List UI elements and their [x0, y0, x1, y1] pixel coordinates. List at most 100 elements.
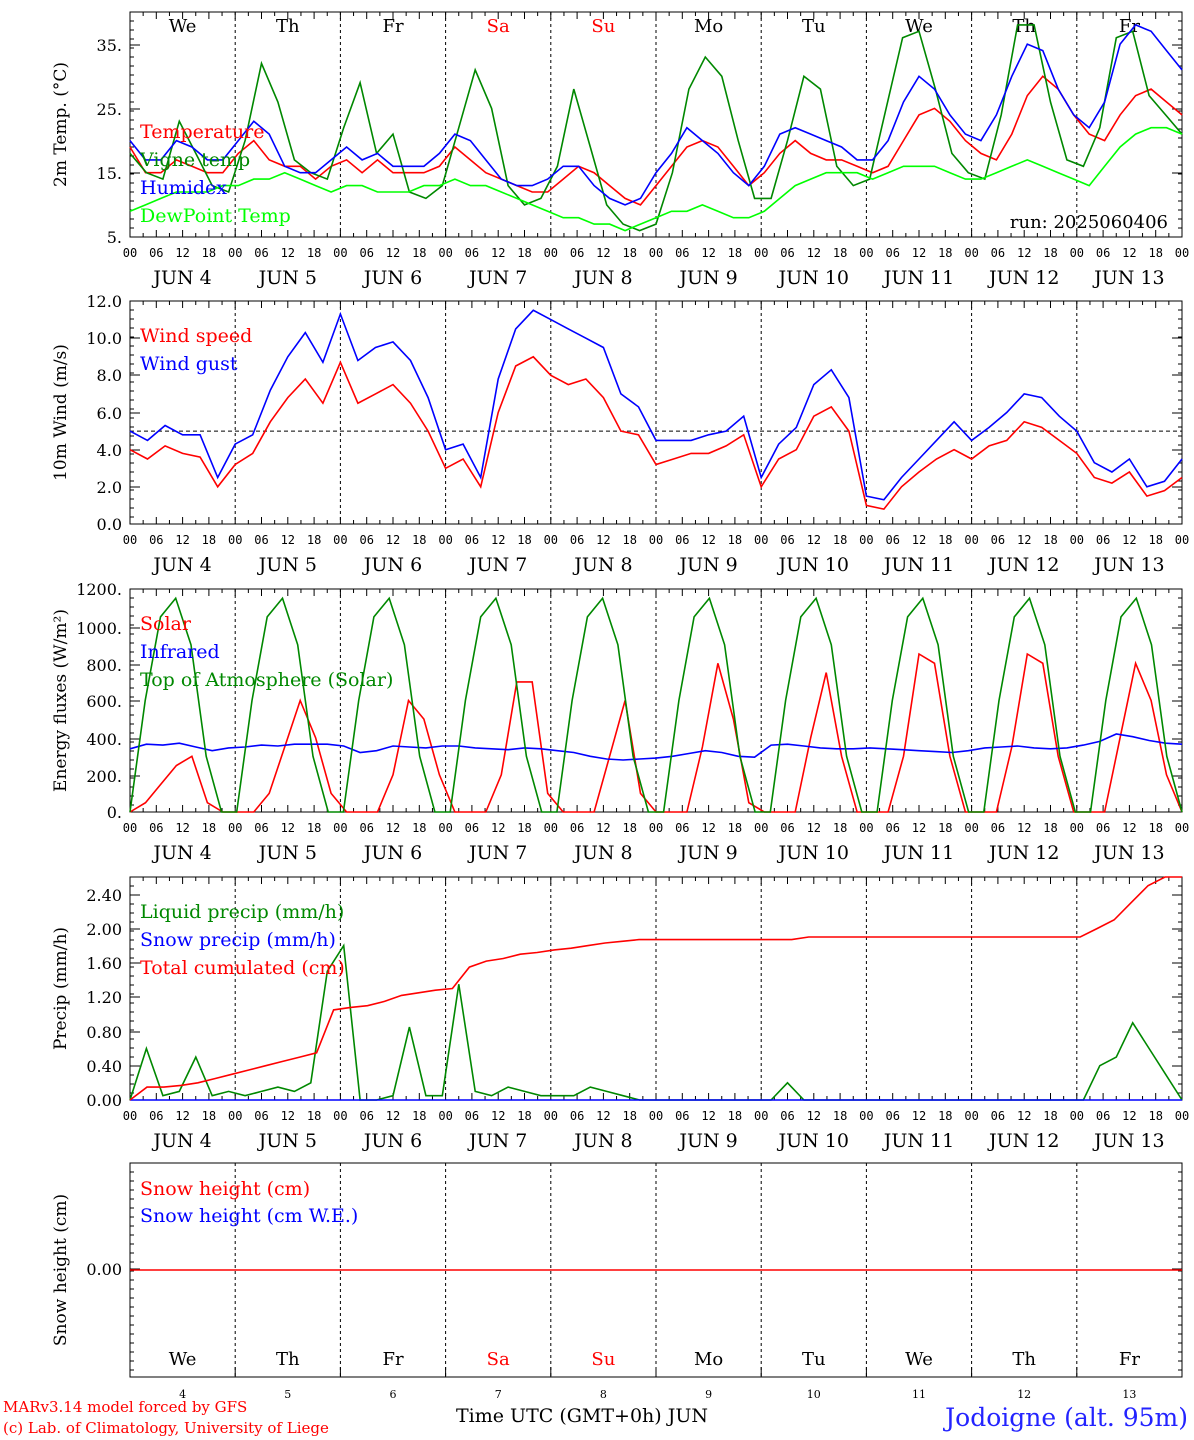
y-axis-label: Snow height (cm): [51, 1194, 71, 1346]
date-label: JUN 6: [362, 1130, 422, 1152]
hour-tick-label: 18: [1043, 821, 1057, 835]
hour-tick-label: 00: [333, 246, 347, 260]
hour-tick-label: 06: [991, 821, 1005, 835]
hour-tick-label: 06: [675, 1109, 689, 1123]
date-label: JUN 12: [987, 842, 1059, 864]
hour-tick-label: 00: [544, 821, 558, 835]
hour-tick-label: 06: [885, 821, 899, 835]
hour-tick-label: 18: [1043, 1109, 1057, 1123]
hour-tick-label: 18: [202, 1109, 216, 1123]
hour-tick-label: 18: [517, 821, 531, 835]
weekday-label: Fr: [382, 16, 403, 37]
hour-tick-label: 00: [438, 246, 452, 260]
hour-tick-label: 00: [754, 533, 768, 547]
legend-entry: Wind speed: [140, 325, 252, 347]
hour-tick-label: 06: [570, 821, 584, 835]
day-number-label: 8: [600, 1388, 607, 1401]
legend-entry: Infrared: [140, 641, 220, 663]
hour-tick-label: 18: [517, 533, 531, 547]
y-tick-label: 6.0: [97, 404, 122, 423]
hour-tick-label: 06: [885, 533, 899, 547]
day-number-label: 4: [179, 1388, 186, 1401]
day-number-label: 12: [1017, 1388, 1031, 1401]
date-label: JUN 10: [777, 842, 849, 864]
hour-tick-label: 06: [1096, 821, 1110, 835]
series-line-wind-speed: [129, 355, 1183, 510]
y-axis-label: 2m Temp. (°C): [51, 62, 71, 187]
hour-tick-label: 00: [649, 533, 663, 547]
date-label: JUN 8: [572, 842, 632, 864]
hour-tick-label: 06: [1096, 1109, 1110, 1123]
hour-tick-label: 12: [596, 821, 610, 835]
date-label: JUN 9: [677, 1130, 737, 1152]
date-label: JUN 4: [151, 842, 211, 864]
hour-tick-label: 06: [570, 533, 584, 547]
hour-tick-label: 18: [938, 821, 952, 835]
hour-tick-label: 00: [438, 533, 452, 547]
weekday-label: Tu: [802, 1349, 826, 1370]
date-label: JUN 11: [882, 267, 954, 289]
hour-tick-label: 06: [465, 533, 479, 547]
weekday-label: Fr: [382, 1349, 403, 1370]
hour-tick-label: 18: [412, 1109, 426, 1123]
hour-tick-label: 18: [728, 821, 742, 835]
hour-tick-label: 12: [912, 246, 926, 260]
date-label: JUN 10: [777, 554, 849, 576]
weekday-label: Mo: [694, 1349, 723, 1370]
weekday-label: Su: [591, 1349, 615, 1370]
hour-tick-label: 06: [570, 1109, 584, 1123]
weekday-label: Sa: [487, 16, 510, 37]
hour-tick-label: 00: [1070, 533, 1084, 547]
date-label: JUN 12: [987, 267, 1059, 289]
hour-tick-label: 00: [123, 1109, 137, 1123]
hour-tick-label: 12: [175, 533, 189, 547]
y-axis-label: 10m Wind (m/s): [51, 344, 71, 481]
y-tick-label: 0.80: [86, 1023, 122, 1042]
hour-tick-label: 18: [517, 1109, 531, 1123]
weekday-label: Su: [591, 16, 615, 37]
hour-tick-label: 18: [938, 246, 952, 260]
date-label: JUN 5: [257, 842, 317, 864]
hour-tick-label: 06: [780, 1109, 794, 1123]
date-label: JUN 7: [467, 554, 527, 576]
y-tick-label: 10.0: [86, 329, 122, 348]
model-credit: MARv3.14 model forced by GFS: [3, 1398, 248, 1416]
hour-tick-label: 12: [701, 821, 715, 835]
series-line-vigne-temp: [129, 24, 1183, 232]
hour-tick-label: 00: [964, 246, 978, 260]
y-tick-label: 8.0: [97, 366, 122, 385]
legend-entry: Temperature: [140, 121, 264, 143]
hour-tick-label: 00: [754, 821, 768, 835]
hour-tick-label: 12: [491, 1109, 505, 1123]
hour-tick-label: 06: [149, 821, 163, 835]
hour-tick-label: 06: [675, 533, 689, 547]
hour-tick-label: 12: [1017, 821, 1031, 835]
y-tick-label: 0.40: [86, 1057, 122, 1076]
date-label: JUN 8: [572, 267, 632, 289]
hour-tick-label: 12: [491, 533, 505, 547]
hour-tick-label: 00: [228, 821, 242, 835]
hour-tick-label: 18: [833, 821, 847, 835]
series-line-humidex: [129, 23, 1183, 206]
hour-tick-label: 18: [622, 1109, 636, 1123]
hour-tick-label: 06: [780, 533, 794, 547]
date-label: JUN 4: [151, 1130, 211, 1152]
y-axis-label: Precip (mm/h): [51, 927, 71, 1050]
hour-tick-label: 00: [544, 246, 558, 260]
copyright-credit: (c) Lab. of Climatology, University of L…: [3, 1419, 329, 1437]
hour-tick-label: 12: [281, 1109, 295, 1123]
hour-tick-label: 12: [386, 533, 400, 547]
hour-tick-label: 12: [386, 821, 400, 835]
hour-tick-label: 06: [780, 821, 794, 835]
hour-tick-label: 00: [228, 1109, 242, 1123]
weekday-label: Th: [1012, 1349, 1036, 1370]
y-tick-label: 1.20: [86, 988, 122, 1007]
weekday-label: We: [905, 16, 933, 37]
hour-tick-label: 18: [202, 246, 216, 260]
hour-tick-label: 06: [465, 246, 479, 260]
date-label: JUN 4: [151, 554, 211, 576]
date-label: JUN 8: [572, 554, 632, 576]
day-number-label: 5: [284, 1388, 291, 1401]
panel-frame: [129, 588, 1183, 813]
hour-tick-label: 06: [991, 246, 1005, 260]
